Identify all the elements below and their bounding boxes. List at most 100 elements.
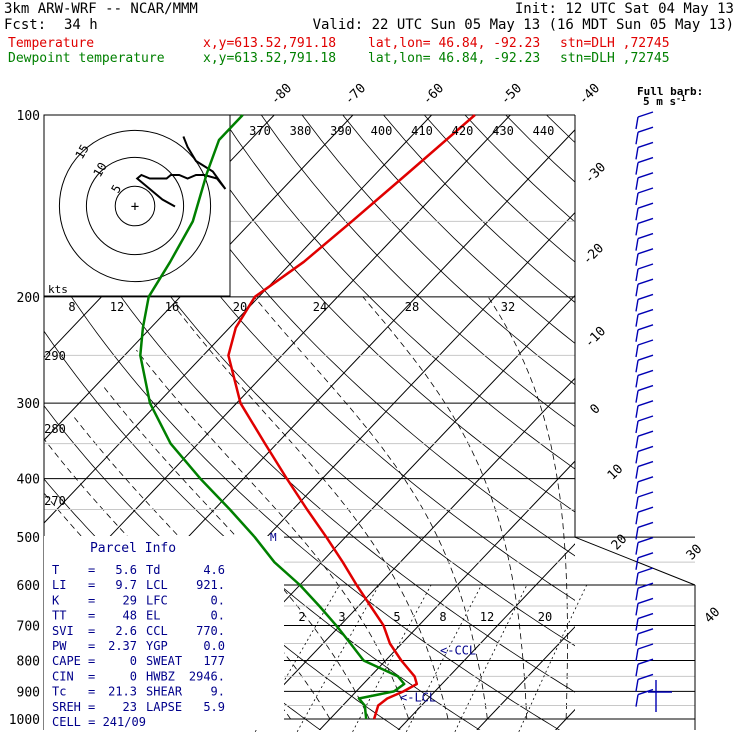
wind-barb-staff (635, 588, 639, 601)
pressure-label: 400 (17, 473, 40, 488)
parcel-eq: = (88, 609, 95, 623)
temperature-label: -30 (582, 160, 609, 187)
theta-label: 370 (249, 124, 271, 138)
wind-barb-staff (635, 648, 639, 662)
temperature-profile (227, 114, 476, 720)
init-time: Init: 12 UTC Sat 04 May 13 (514, 1, 734, 17)
wind-barb-staff (635, 527, 639, 540)
theta-label: 430 (492, 124, 514, 138)
parcel-value: 9.7 (115, 578, 137, 592)
parcel-label: HWBZ (146, 669, 175, 683)
dry-adiabat (669, 115, 740, 732)
sounding-profiles: <-CCL <-LCL M (139, 114, 476, 720)
wind-barb-flag (637, 141, 654, 149)
mixing-ratio-label: 20 (538, 610, 552, 624)
temperature-label: -10 (582, 324, 609, 351)
wind-barb-staff (635, 694, 639, 707)
parcel-label: SWEAT (146, 654, 182, 668)
temperature-label: 10 (605, 462, 627, 484)
theta-label: 280 (44, 422, 66, 436)
upper-scale-label: 24 (313, 300, 327, 314)
wind-barb-flag (637, 476, 654, 483)
wind-barb-staff (635, 496, 639, 510)
wind-barb-staff (635, 557, 639, 570)
upper-scale-label: 28 (405, 300, 419, 314)
dry-adiabat (628, 115, 740, 732)
parcel-label: SVI (52, 624, 74, 638)
wind-barb-staff (635, 618, 639, 631)
forecast-hour: 34 h (64, 17, 98, 33)
wind-barb-flag (637, 172, 654, 179)
upper-scale-label: 32 (501, 300, 515, 314)
moist-adiabat (136, 349, 410, 720)
parcel-eq: = (88, 639, 95, 653)
parcel-info-panel: Parcel Info T = 5.6 Td 4.6 LI = 9.7 LCL 921. K = 29 LF… (44, 536, 284, 730)
wind-barb-staff (635, 253, 639, 266)
mixing-ratio-line (454, 584, 528, 732)
parcel-label: TT (52, 609, 66, 623)
isotherm (318, 460, 575, 730)
temperature-label: -20 (580, 241, 607, 268)
lcl-marker: <-LCL (400, 690, 436, 704)
pressure-label: 600 (17, 579, 40, 594)
theta-label: 410 (411, 124, 433, 138)
parcel-value: 177 (203, 654, 225, 668)
wind-barb-staff (635, 284, 639, 297)
wind-barb-flag (637, 612, 654, 620)
barb-key-unit-sup: -1 (676, 94, 686, 103)
theta-label: 380 (290, 124, 312, 138)
parcel-label: LFC (146, 593, 168, 607)
wind-barb-column: Full barb:5 m s-1 (635, 85, 703, 712)
wind-barb-flag (637, 278, 654, 285)
theta-label: 390 (330, 124, 352, 138)
parcel-eq: = (88, 669, 95, 683)
dry-adiabat (138, 115, 575, 557)
wind-barb-flag (637, 369, 654, 377)
temp-latlon: lat,lon= 46.84, -92.23 (368, 36, 541, 51)
parcel-value: 0.0 (203, 639, 225, 653)
parcel-value: 21.3 (108, 685, 137, 699)
pressure-label: 900 (17, 685, 40, 700)
parcel-label: PW (52, 639, 67, 653)
temperature-label: -40 (576, 81, 603, 108)
wind-barb-flag (637, 384, 654, 392)
wind-barb-staff (635, 238, 639, 251)
ccl-marker: <-CCL (440, 643, 476, 657)
wind-barb-staff (635, 132, 639, 145)
upper-scale-label: 20 (233, 300, 247, 314)
parcel-eq: = (88, 578, 95, 592)
theta-label: 440 (533, 124, 555, 138)
parcel-eq: = (88, 593, 95, 607)
wind-barb-flag (637, 673, 654, 681)
wind-mark: M (270, 531, 277, 544)
parcel-label: CAPE (52, 654, 81, 668)
dry-adiabat (546, 115, 575, 144)
wind-barb-staff (635, 451, 639, 464)
wind-barb-staff (635, 314, 639, 327)
dry-adiabat (383, 115, 575, 303)
barb-key-label: Full barb: (637, 85, 703, 98)
parcel-label: SREH (52, 700, 81, 714)
wind-barb-flag (637, 339, 654, 346)
pressure-label: 800 (17, 654, 40, 669)
wind-barb-flag (637, 248, 654, 255)
parcel-label: Td (146, 563, 160, 577)
wind-barb-flag (637, 643, 654, 650)
upper-scale-label: 12 (110, 300, 124, 314)
wind-barb-staff (635, 360, 639, 373)
temperature-label: -80 (268, 81, 295, 108)
mixing-ratio-line (405, 584, 482, 732)
wind-barb-flag (637, 354, 654, 361)
wind-barb-flag (637, 415, 654, 422)
wind-barb-flag (637, 217, 654, 225)
parcel-value: 2.6 (115, 624, 137, 638)
wind-barb-flag (637, 521, 654, 529)
pressure-label: 500 (17, 531, 40, 546)
mixing-ratio-label: 12 (480, 610, 494, 624)
isotherm (44, 115, 354, 441)
wind-barb-staff (635, 177, 639, 190)
moist-adiabat (487, 296, 568, 719)
wind-barb-flag (637, 430, 654, 437)
